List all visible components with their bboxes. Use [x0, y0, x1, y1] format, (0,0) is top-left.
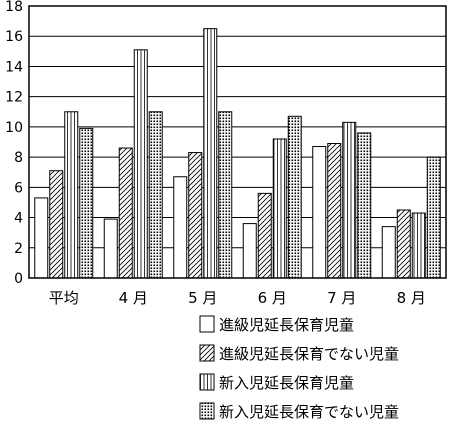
legend-label-2: 進級児延長保育でない児童	[219, 345, 399, 363]
y-tick-label: 10	[5, 120, 23, 136]
y-tick-label: 12	[5, 90, 23, 106]
x-category-label: 7 月	[327, 289, 356, 307]
gridlines	[29, 35, 446, 249]
legend-label-4: 新入児延長保育でない児童	[219, 403, 399, 421]
bar-series-1-4	[312, 146, 327, 279]
y-tick-label: 0	[14, 271, 23, 287]
bar-series-4-5	[426, 156, 441, 279]
legend: 進級児延長保育児童進級児延長保育でない児童新入児延長保育児童新入児延長保育でない…	[199, 315, 399, 421]
y-tick-label: 2	[14, 241, 23, 257]
bar-series-3-3	[272, 138, 287, 279]
x-category-label: 平均	[49, 289, 79, 307]
bar-series-1-3	[242, 223, 257, 279]
bar-series-2-1	[118, 147, 133, 279]
bar-series-4-2	[218, 111, 233, 279]
x-category-label: 5 月	[188, 289, 217, 307]
y-tick-label: 18	[5, 0, 23, 15]
x-category-label: 4 月	[119, 289, 148, 307]
bar-series-4-4	[357, 132, 372, 279]
bar-series-3-4	[342, 121, 357, 279]
bar-series-2-2	[188, 152, 203, 279]
y-tick-label: 8	[14, 150, 23, 166]
legend-swatch-3	[199, 373, 215, 391]
bar-series-3-1	[133, 49, 148, 279]
bar-series-3-5	[411, 212, 426, 279]
legend-swatch-4	[199, 402, 215, 420]
y-tick-label: 14	[5, 59, 23, 75]
legend-swatch-2	[199, 344, 215, 362]
plot-frame	[28, 5, 447, 279]
x-category-label: 8 月	[397, 289, 426, 307]
x-axis-categories: 平均 4 月 5 月 6 月 7 月 8 月	[49, 289, 426, 307]
bar-series-1-5	[381, 226, 396, 279]
y-tick-label: 4	[14, 211, 23, 227]
bar-series-1-2	[173, 176, 188, 279]
y-tick-label: 6	[14, 180, 23, 196]
bar-series-3-0	[64, 111, 79, 279]
legend-label-3: 新入児延長保育児童	[219, 374, 354, 392]
y-tick-label: 16	[5, 29, 23, 45]
bar-series-3-2	[203, 28, 218, 279]
bar-series-4-1	[148, 111, 163, 279]
y-axis-ticks: 0 2 4 6 8 10 12 14 16 18	[5, 0, 23, 287]
bar-series-4-0	[79, 127, 94, 279]
legend-swatch-1	[199, 315, 215, 333]
x-category-label: 6 月	[258, 289, 287, 307]
legend-label-1: 進級児延長保育児童	[219, 316, 354, 334]
bar-series-2-5	[396, 209, 411, 279]
bar-series-2-4	[327, 143, 342, 279]
bar-series-2-0	[49, 170, 64, 279]
bar-series-2-3	[257, 192, 272, 279]
bar-series-4-3	[287, 115, 302, 279]
bar-series-1-1	[103, 218, 118, 279]
bar-series-1-0	[34, 197, 49, 279]
